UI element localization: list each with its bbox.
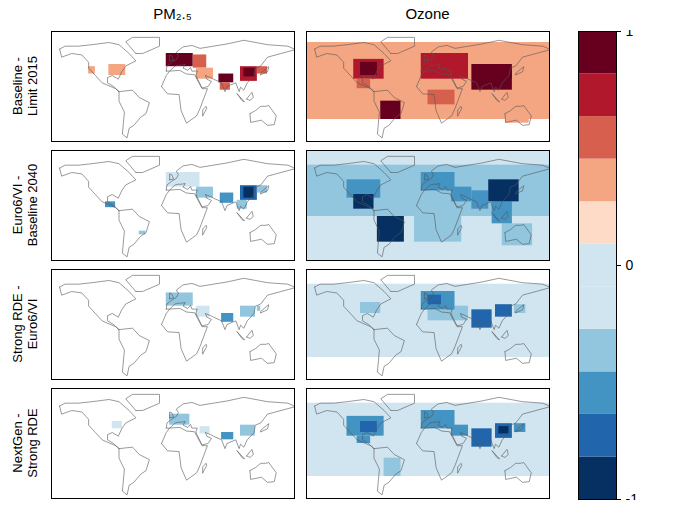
svg-text:Baseline 2040: Baseline 2040: [25, 164, 40, 246]
svg-text:Ozone: Ozone: [405, 5, 449, 22]
svg-text:Euro6/VI -: Euro6/VI -: [10, 176, 25, 235]
svg-text:PM₂.₅: PM₂.₅: [153, 5, 192, 22]
svg-text:0: 0: [626, 257, 634, 273]
svg-text:Strong RDE: Strong RDE: [25, 408, 40, 478]
svg-text:1: 1: [626, 30, 634, 39]
svg-text:-1: -1: [626, 491, 639, 500]
svg-text:Euro6/VI: Euro6/VI: [25, 299, 40, 350]
svg-text:Strong RDE -: Strong RDE -: [10, 285, 25, 362]
svg-text:NextGen -: NextGen -: [10, 413, 25, 472]
svg-text:Baseline -: Baseline -: [10, 57, 25, 115]
svg-text:Limit 2015: Limit 2015: [25, 56, 40, 116]
